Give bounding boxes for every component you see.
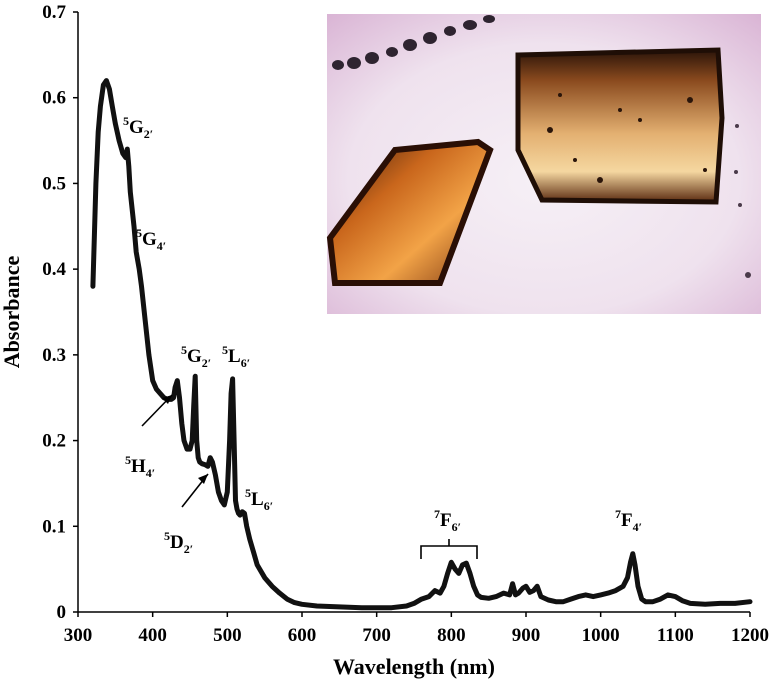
peak-label-5G2-high: 5G2′: [123, 114, 153, 141]
y-tick-label: 0: [57, 602, 67, 623]
annotation-marks: [141, 394, 478, 559]
y-tick-label: 0.7: [42, 2, 66, 23]
x-axis-title: Wavelength (nm): [333, 654, 495, 679]
x-tick-label: 1100: [657, 625, 694, 646]
x-axis-ticks: 300 400 500 600 700 800 900 1000 1100 1200: [64, 612, 769, 646]
crystal-inclusions: [547, 93, 707, 183]
peak-label-7F6: 7F6′: [434, 507, 461, 534]
x-tick-label: 600: [288, 625, 317, 646]
peak-label-5G4: 5G4′: [136, 226, 166, 253]
series-layer: [90, 78, 753, 611]
crystal-large: [515, 47, 725, 205]
peak-label-5H4: 5H4′: [125, 453, 155, 480]
y-tick-label: 0.2: [42, 431, 66, 452]
x-tick-label: 1200: [731, 625, 769, 646]
x-tick-label: 1000: [582, 625, 620, 646]
peak-label-5G2-low: 5G2′: [181, 343, 211, 370]
x-tick-label: 900: [512, 625, 541, 646]
bracket-7F6: [420, 539, 478, 559]
y-tick-label: 0.4: [42, 259, 66, 280]
y-tick-label: 0.1: [42, 516, 66, 537]
arrow-5D2-head: [198, 474, 208, 484]
x-tick-label: 500: [213, 625, 242, 646]
absorbance-series-line: [90, 78, 753, 611]
y-tick-label: 0.5: [42, 173, 66, 194]
x-tick-label: 700: [362, 625, 391, 646]
peak-label-5L6-high: 5L6′: [222, 343, 250, 370]
arrow-5H4-head: [162, 395, 172, 404]
x-tick-label: 800: [437, 625, 466, 646]
beads-row: [332, 15, 495, 70]
peak-labels: 5G2′ 5G4′ 5G2′ 5L6′ 5H4′ 5L6′ 5D2′ 7F6′ 7F4′: [123, 114, 642, 556]
crystal-small: [326, 138, 494, 286]
y-axis-title: Absorbance: [0, 256, 24, 369]
debris-specks: [734, 124, 751, 278]
x-tick-label: 400: [138, 625, 167, 646]
x-tick-label: 300: [64, 625, 93, 646]
axes: [77, 12, 750, 613]
y-tick-label: 0.6: [42, 88, 66, 109]
peak-label-5L6-low: 5L6′: [245, 486, 273, 513]
y-tick-label: 0.3: [42, 345, 66, 366]
crystal-photo-inset: [326, 14, 761, 314]
y-axis-ticks: 0 0.1 0.2 0.3 0.4 0.5 0.6 0.7: [42, 2, 78, 623]
peak-label-5D2: 5D2′: [164, 529, 193, 556]
peak-label-7F4: 7F4′: [615, 507, 642, 534]
